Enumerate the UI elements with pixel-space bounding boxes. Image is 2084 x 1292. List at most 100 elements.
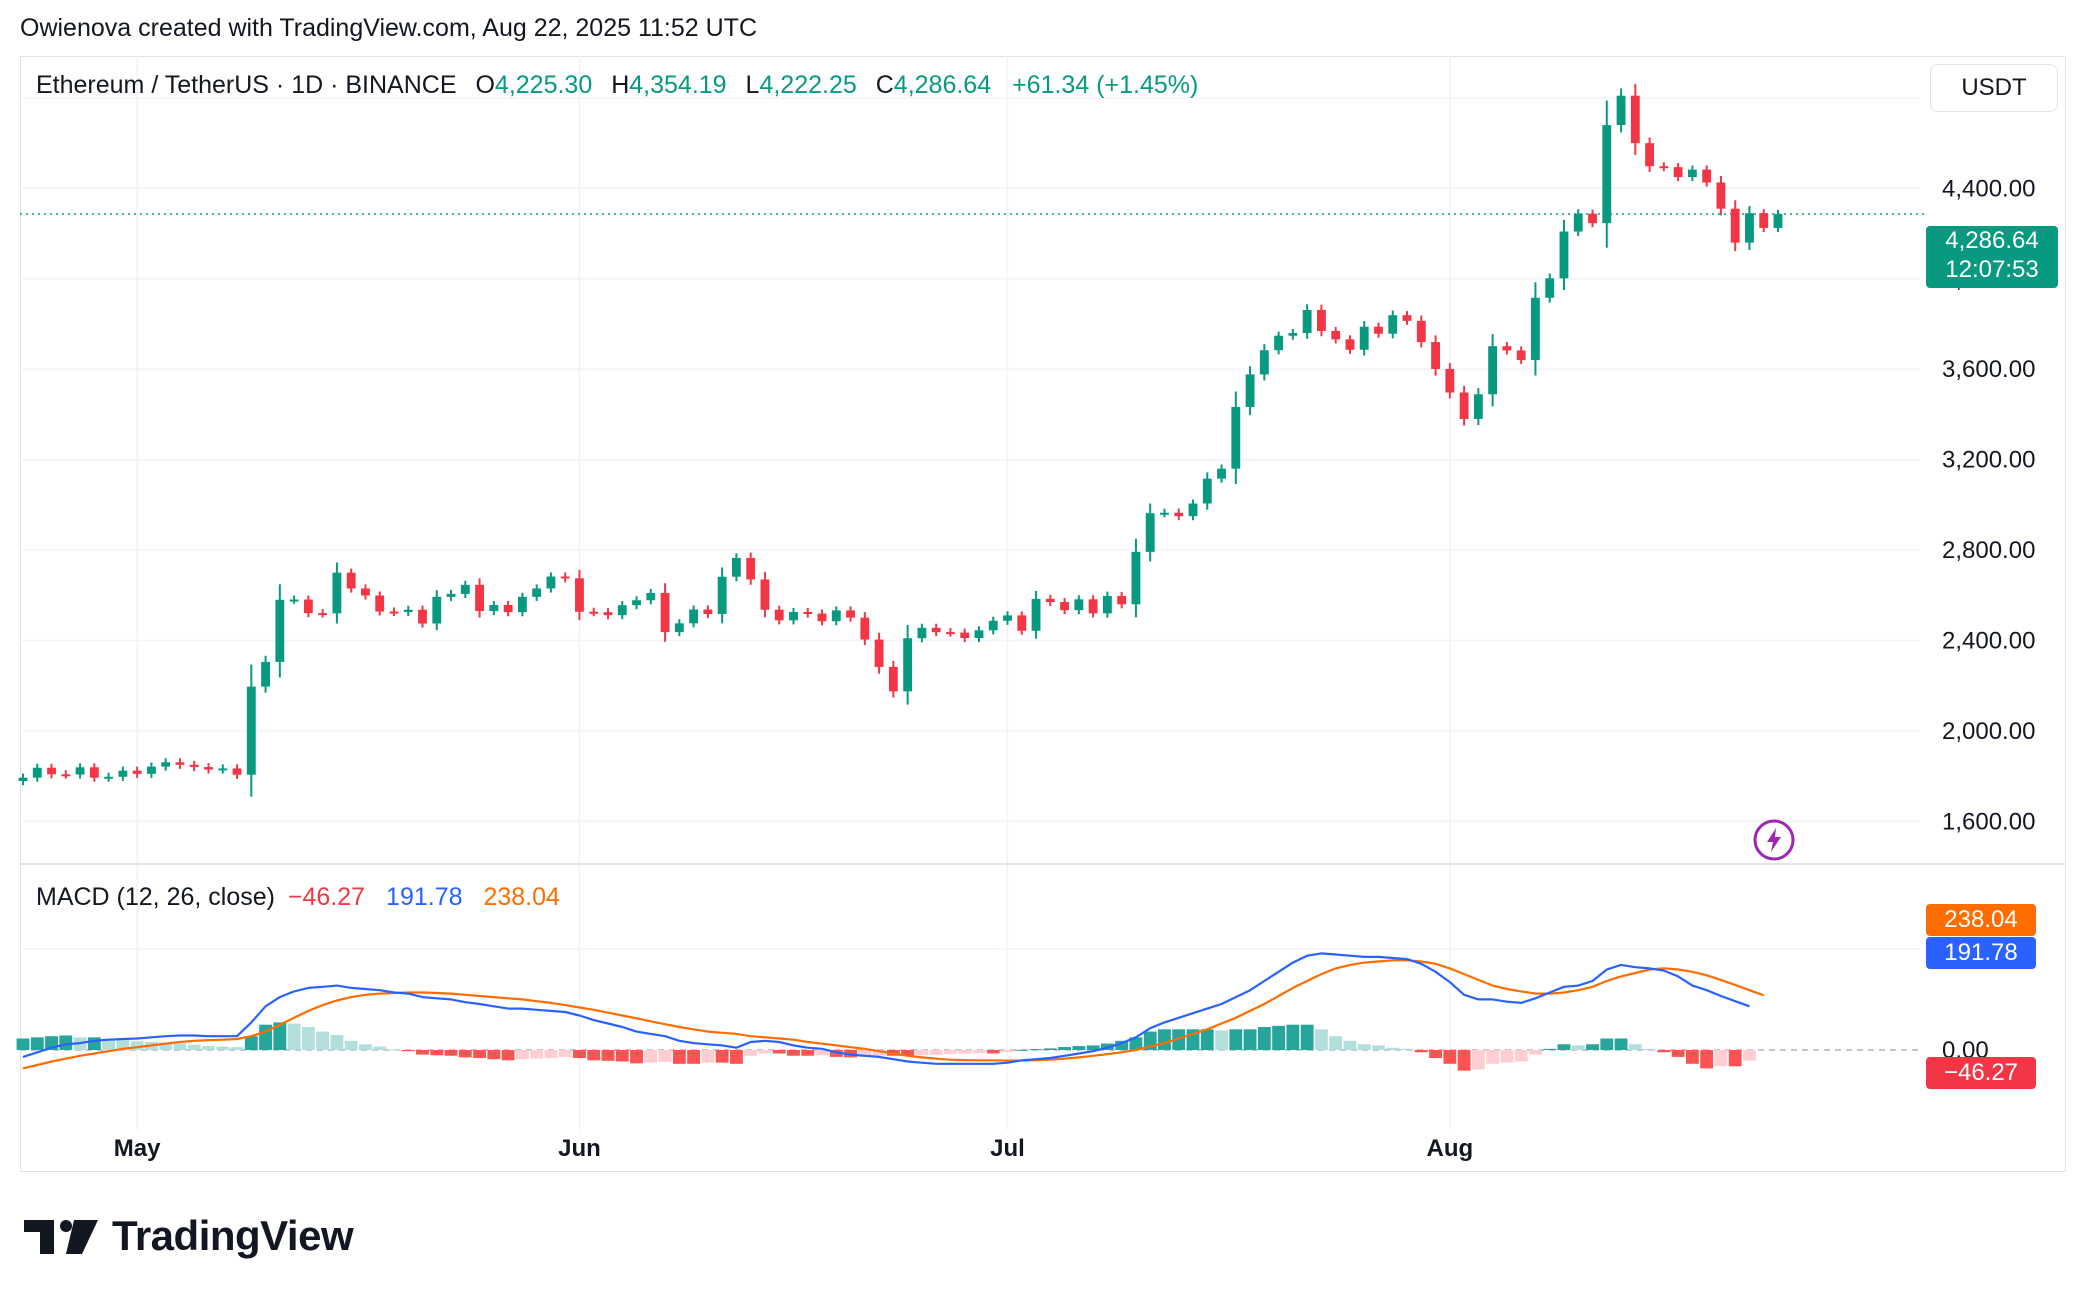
macd-histogram-bar [1743,1050,1756,1061]
change-value: +61.34 (+1.45%) [1012,71,1199,99]
candle-body [703,609,713,615]
candle-body [1645,143,1655,167]
candle-body [774,609,784,621]
macd-histogram-bar [102,1038,116,1050]
macd-histogram-bar [501,1050,515,1061]
candle-body [731,557,741,577]
macd-histogram-bar [1700,1050,1714,1069]
macd-histogram-bar [1043,1048,1057,1050]
macd-histogram-bar [687,1050,701,1064]
macd-histogram-bar [915,1050,929,1056]
macd-histogram-bar [715,1050,729,1063]
candle-body [1316,309,1326,332]
candle-body [1102,595,1112,614]
macd-histogram-bar [1058,1047,1072,1050]
candle-body [1031,598,1041,631]
macd-histogram-bar [487,1050,501,1060]
macd-histogram-bar [701,1050,715,1063]
macd-histogram-bar [1314,1029,1328,1050]
open-value: 4,225.30 [494,71,593,99]
candle-body [560,576,570,579]
candle-body [1773,213,1783,228]
macd-histogram-bar [330,1035,344,1050]
candle-body [931,627,941,633]
candle-body [1416,320,1426,343]
macd-histogram-bar [244,1036,258,1050]
symbol-name: Ethereum / TetherUS · 1D · BINANCE [36,71,457,99]
candle-body [1459,392,1469,419]
candle-body [1616,95,1626,126]
low-value: 4,222.25 [759,71,857,99]
close-value: 4,286.64 [893,71,992,99]
tradingview-brand[interactable]: TradingView [22,1212,354,1260]
candle-body [760,579,770,610]
candle-body [32,767,42,778]
currency-selector-button[interactable]: USDT [1930,64,2058,112]
candle-body [1388,315,1398,334]
chart-frame [20,56,2066,1172]
month-tick-label: Aug [1427,1135,1474,1162]
price-tick-label: 3,200.00 [1942,447,2035,474]
candle-body [75,767,85,775]
macd-histogram-bar [630,1050,643,1064]
macd-legend: MACD (12, 26, close) −46.27 191.78 238.0… [36,883,560,912]
candle-body [903,638,913,692]
candle-body [917,627,927,639]
candle-body [546,576,556,589]
candle-body [1559,231,1569,279]
macd-histogram-bar [359,1044,372,1050]
bar-countdown-label: 12:07:53 [1945,256,2039,283]
month-tick-label: May [114,1135,161,1162]
macd-histogram-bar [1643,1048,1657,1050]
candle-body [1288,333,1298,336]
candle-body [1716,182,1726,209]
candle-body [375,595,385,612]
candle-body [603,612,613,616]
candle-body [589,611,599,614]
candle-body [874,639,884,667]
candle-body [446,593,456,597]
brand-name: TradingView [112,1212,354,1259]
macd-histogram-bar [1671,1050,1685,1057]
candle-body [888,666,898,692]
candle-body [746,557,756,580]
candle-body [1145,513,1155,552]
macd-hist-value: −46.27 [287,883,366,911]
macd-histogram-bar [1015,1049,1029,1051]
macd-histogram-bar [1129,1037,1143,1050]
macd-histogram-bar [316,1031,330,1050]
candle-body [1402,315,1412,321]
candle-body [432,596,442,624]
candle-body [346,572,356,589]
macd-histogram-bar [1514,1050,1528,1062]
candle-body [1174,512,1184,517]
candle-body [204,767,213,770]
candle-body [1759,213,1769,228]
macd-histogram-bar [30,1037,44,1050]
macd-histogram-bar [1229,1029,1243,1050]
candle-body [789,611,798,621]
price-tick-label: 1,600.00 [1942,808,2035,835]
macd-histogram-bar [758,1050,772,1054]
lightning-icon[interactable] [1752,818,1796,862]
candle-body [846,610,855,618]
candle-body [403,609,413,612]
macd-histogram-bar [1500,1050,1514,1063]
candle-body [1045,598,1055,603]
macd-histogram-bar [1471,1050,1485,1070]
candle-body [1374,326,1383,334]
macd-line-value: 191.78 [386,883,463,911]
candle-body [1730,208,1740,243]
candle-body [517,596,527,613]
macd-histogram-bar [601,1050,615,1061]
macd-histogram-bar [1714,1050,1728,1067]
candle-body [1745,213,1754,243]
candle-body [1345,339,1355,350]
macd-histogram-bar [1657,1050,1671,1053]
macd-histogram-bar [1329,1036,1343,1050]
macd-histogram-bar [401,1050,415,1052]
candle-body [575,578,584,612]
macd-histogram-bar [1215,1030,1228,1050]
macd-histogram-bar [1443,1050,1457,1064]
